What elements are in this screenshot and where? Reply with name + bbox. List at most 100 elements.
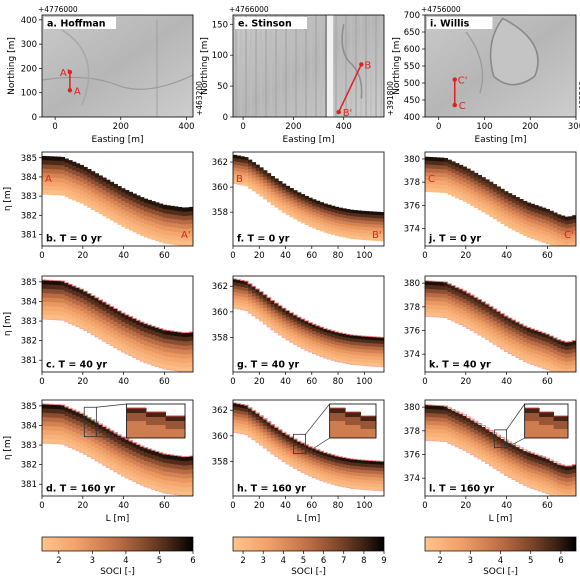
L-tick-label: 0 [230, 501, 235, 511]
soil-cell [49, 439, 54, 444]
soil-cell [159, 333, 164, 338]
soil-cell [68, 443, 73, 448]
soil-cell [117, 332, 122, 338]
soil-cell [504, 328, 509, 333]
soil-cell [492, 456, 498, 462]
soil-cell [327, 346, 332, 350]
soil-cell [308, 210, 313, 215]
soil-cell [233, 406, 238, 411]
soil-cell [248, 303, 253, 308]
soil-cell [350, 222, 355, 227]
soil-cell [270, 307, 275, 311]
soil-cell [440, 417, 445, 422]
soil-cell [57, 165, 62, 170]
soil-cell [244, 294, 249, 299]
soil-cell [470, 427, 475, 433]
soil-cell [60, 178, 66, 183]
soil-cell [462, 197, 467, 202]
soil-cell [57, 190, 62, 196]
soil-cell [443, 301, 449, 307]
soil-cell [342, 464, 347, 468]
soil-cell [538, 335, 543, 341]
soil-cell [185, 456, 190, 462]
soil-cell [300, 322, 306, 327]
soil-cell [560, 465, 566, 470]
soil-cell [132, 335, 137, 341]
soil-cell [447, 431, 452, 437]
soil-cell [342, 227, 347, 232]
soil-cell [312, 218, 317, 223]
soil-cell [282, 432, 287, 437]
soil-cell [500, 196, 505, 201]
panel-label: k. T = 40 yr [429, 360, 491, 371]
soil-cell [255, 298, 260, 303]
soil-cell [331, 458, 336, 463]
soil-cell [170, 214, 175, 220]
soil-cell [515, 447, 520, 452]
profile-end-label: A' [181, 230, 191, 241]
soil-cell [515, 322, 520, 327]
soil-cell [357, 472, 362, 477]
soil-cell [259, 176, 264, 181]
soil-cell [564, 478, 569, 483]
soil-cell [436, 437, 441, 442]
soil-cell [557, 222, 562, 227]
soil-cell [68, 306, 73, 311]
soil-cell [98, 446, 103, 451]
soil-cell [189, 240, 193, 246]
soil-cell [474, 453, 479, 458]
soil-cell [455, 186, 460, 191]
soil-cell [285, 185, 291, 190]
soil-cell [323, 452, 328, 457]
soil-cell [278, 449, 283, 454]
soil-cell [542, 360, 547, 365]
soil-cell [466, 441, 471, 446]
soil-cell [60, 418, 66, 424]
soil-cell [79, 315, 84, 321]
soil-cell [162, 234, 167, 240]
soil-cell [72, 307, 77, 313]
soil-cell [425, 416, 430, 422]
soil-cell [49, 284, 54, 290]
soil-cell [466, 301, 471, 306]
soil-cell [236, 171, 241, 176]
soil-cell [282, 308, 287, 313]
soil-cell [496, 440, 501, 445]
soil-cell [91, 450, 96, 455]
soil-cell [319, 340, 324, 345]
soil-cell [542, 364, 547, 369]
soil-cell [45, 284, 50, 290]
soil-cell [436, 289, 441, 294]
soil-cell [492, 215, 498, 220]
soil-cell [278, 203, 283, 208]
soil-cell [282, 331, 287, 335]
soil-cell [470, 420, 475, 425]
soil-cell [45, 164, 50, 170]
soil-cell [60, 311, 66, 317]
soil-cell [380, 215, 384, 219]
soil-cell [545, 478, 550, 483]
soil-cell [166, 484, 171, 490]
soil-cell [117, 311, 122, 316]
soil-cell [289, 316, 294, 320]
profile-frame [232, 151, 385, 247]
colorbar-tick-label: 4 [498, 556, 503, 566]
soil-cell [166, 239, 171, 245]
soil-cell [458, 440, 464, 446]
initial-surface-line [233, 402, 384, 462]
soil-cell [185, 241, 190, 246]
soil-cell [443, 430, 449, 435]
soil-cell [87, 186, 92, 191]
soil-cell [248, 290, 253, 295]
soil-cell [530, 337, 535, 342]
soil-cell [447, 182, 452, 188]
soil-cell [263, 444, 268, 449]
soil-cell [365, 339, 370, 344]
soil-cell [109, 186, 115, 191]
soil-cell [538, 355, 543, 360]
soil-cell [470, 178, 475, 183]
soil-cell [346, 337, 351, 342]
soil-cell [519, 452, 524, 458]
soil-cell [338, 460, 343, 464]
inset-cell [553, 429, 569, 438]
